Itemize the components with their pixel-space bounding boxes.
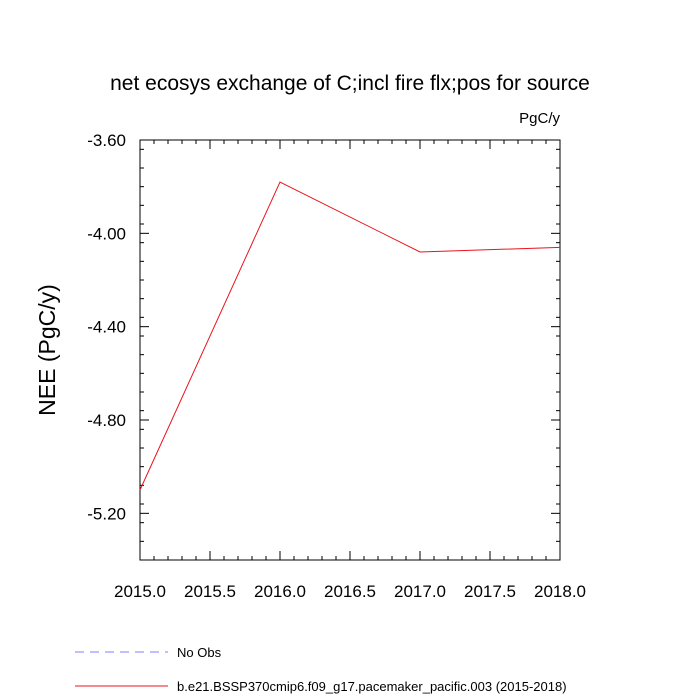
x-tick-label: 2015.5 (184, 582, 236, 601)
legend-label: b.e21.BSSP370cmip6.f09_g17.pacemaker_pac… (177, 679, 567, 694)
x-tick-label: 2017.0 (394, 582, 446, 601)
legend: No Obs b.e21.BSSP370cmip6.f09_g17.pacemak… (75, 645, 567, 694)
y-tick-label: -4.40 (87, 318, 126, 337)
plot-frame (139, 139, 561, 561)
x-tick-label: 2017.5 (464, 582, 516, 601)
units-label: PgC/y (519, 110, 560, 127)
y-tick-label: -4.80 (87, 411, 126, 430)
y-tick-label: -4.00 (87, 224, 126, 243)
x-tick-label: 2015.0 (114, 582, 166, 601)
x-tick-label: 2016.0 (254, 582, 306, 601)
chart-title: net ecosys exchange of C;incl fire flx;p… (110, 72, 590, 95)
plot-area: 2015.0 2015.5 2016.0 2016.5 2017.0 2017.5 2018… (87, 131, 586, 601)
legend-label: No Obs (177, 645, 222, 660)
y-tick-label: -5.20 (87, 504, 126, 523)
x-tick-label: 2018.0 (534, 582, 586, 601)
y-axis-label: NEE (PgC/y) (34, 284, 60, 416)
y-tick-label: -3.60 (87, 131, 126, 150)
series-line (139, 181, 561, 491)
x-tick-label: 2016.5 (324, 582, 376, 601)
